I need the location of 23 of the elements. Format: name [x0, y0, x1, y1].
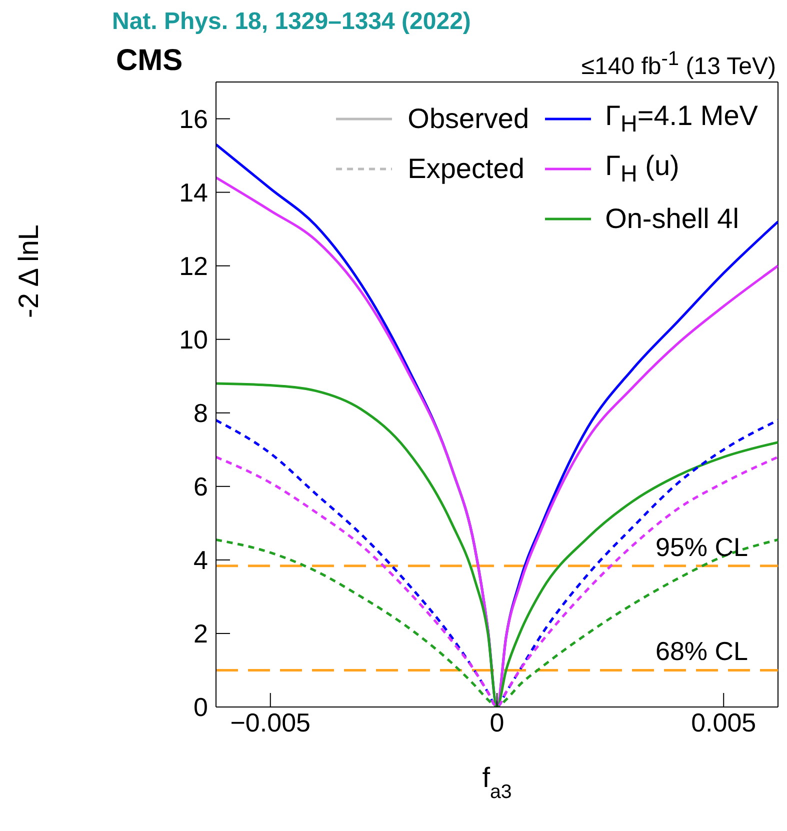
ref-line-label: 68% CL [656, 636, 748, 666]
y-tick-label: 2 [194, 618, 208, 649]
x-tick-label: 0 [490, 707, 504, 738]
text: CMS [116, 44, 183, 78]
text: ≤140 fb$^{-1}$ (13 TeV) [581, 48, 776, 80]
annotation: Expected [408, 153, 524, 185]
y-tick-label: 16 [179, 104, 208, 134]
legend-label: On-shell 4l [605, 203, 739, 234]
y-tick-label: 6 [194, 472, 208, 502]
y-axis-title: -2 Δ lnL [13, 224, 44, 318]
annotation: Observed [408, 103, 530, 135]
y-tick-label: 10 [179, 324, 208, 355]
y-tick-label: 4 [194, 545, 208, 576]
ref-line-label: 95% CL [656, 532, 748, 562]
y-tick-label: 8 [194, 398, 208, 428]
x-tick-label: −0.005 [230, 707, 311, 738]
text: Nat. Phys. 18, 1329–1334 (2022) [112, 8, 472, 37]
legend-label: Γ$_{H}$=4.1 MeV [605, 100, 758, 137]
x-tick-label: 0.005 [691, 707, 756, 738]
x-axis-title: f$_{a3}$ [482, 762, 512, 803]
y-tick-label: 14 [179, 178, 208, 208]
y-tick-label: 12 [179, 251, 208, 282]
legend-label: Γ$_{H}$ (u) [605, 150, 680, 187]
